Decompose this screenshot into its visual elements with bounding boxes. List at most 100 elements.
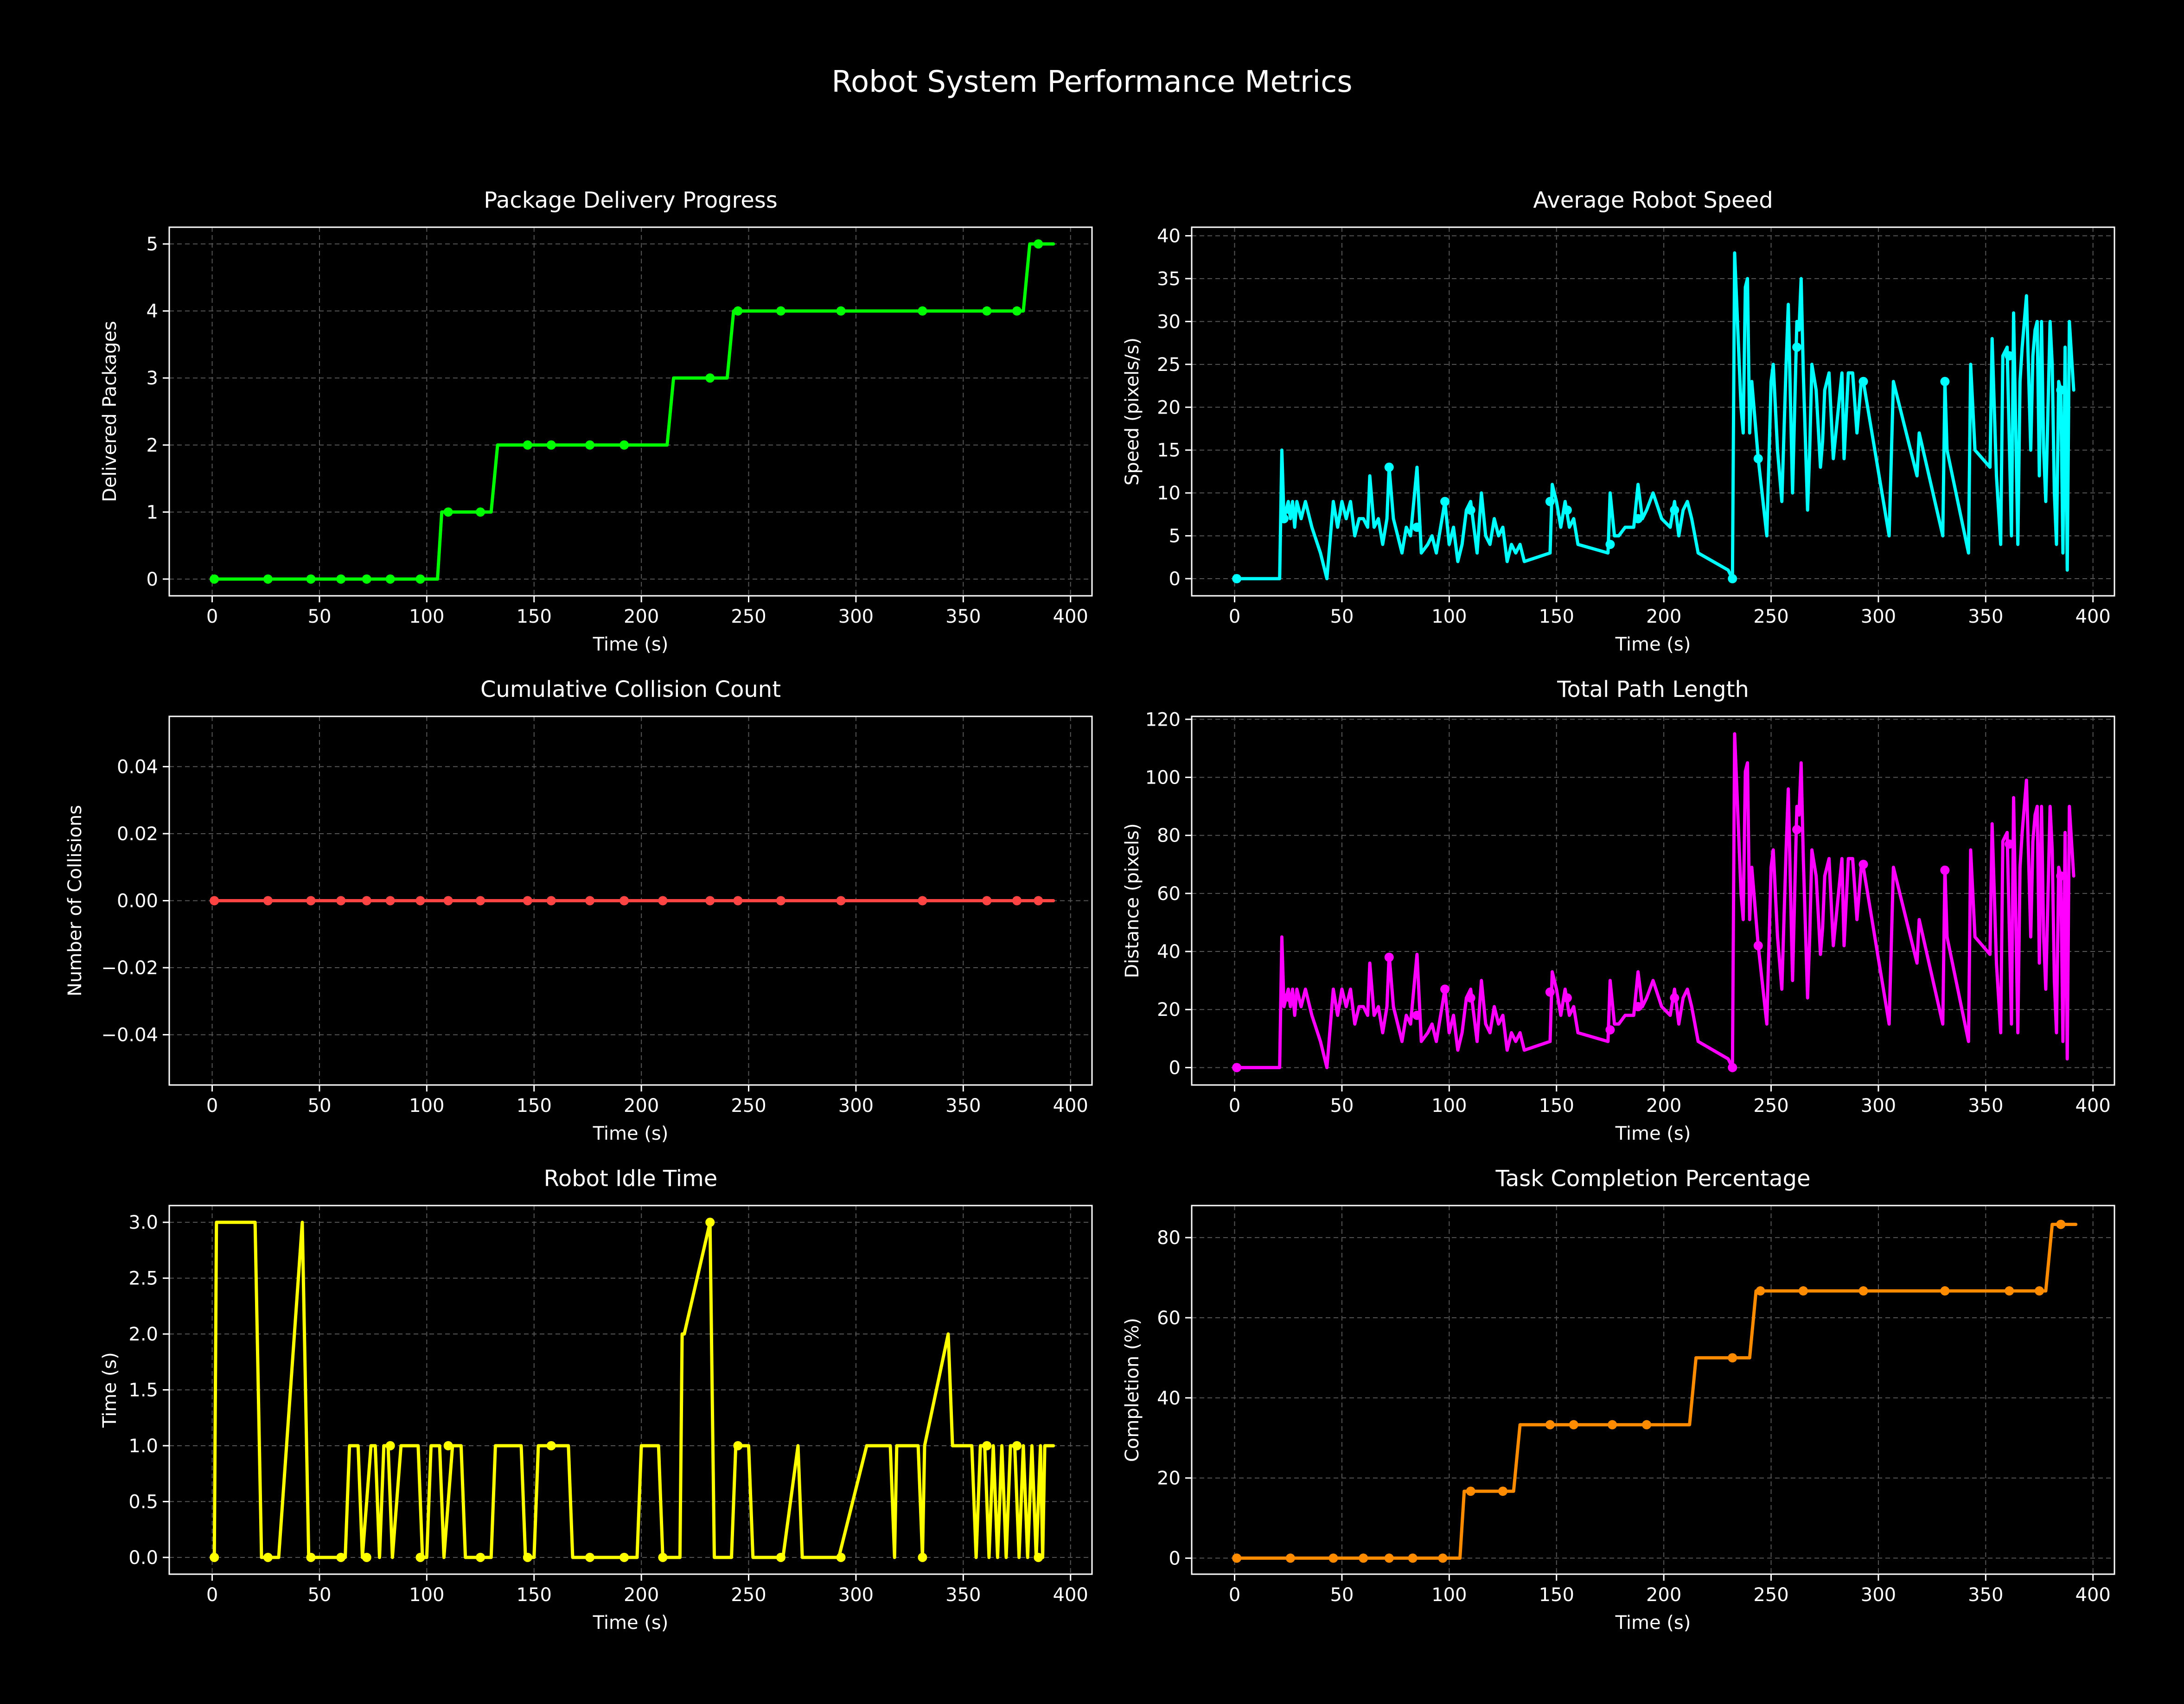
x-tick-label: 200 [624,606,659,627]
data-point [1012,896,1022,906]
x-tick-label: 200 [1646,1095,1681,1117]
data-point [918,1552,927,1562]
data-point [1466,993,1475,1003]
data-point [1285,993,1295,1003]
data-point [1545,987,1555,997]
data-point [1728,1353,1737,1363]
data-point [443,1441,453,1450]
y-tick-label: 80 [1157,1227,1181,1249]
data-point [836,1552,846,1562]
data-point [263,1552,273,1562]
x-tick-label: 400 [1053,1095,1088,1117]
data-point [658,1552,668,1562]
data-point [1940,1286,1950,1296]
y-tick-label: 4 [147,301,158,322]
data-point [523,896,532,906]
data-point [1232,1553,1242,1563]
data-point [733,306,743,316]
y-tick-label: 2.5 [128,1268,158,1289]
data-point [1858,860,1868,869]
data-point [306,574,316,584]
data-point [1466,1487,1475,1496]
x-tick-label: 0 [206,606,218,627]
data-point [1545,1420,1555,1430]
x-tick-label: 0 [206,1584,218,1606]
y-tick-label: 1 [147,502,158,523]
data-point [2035,1286,2044,1296]
x-tick-label: 250 [731,1584,766,1606]
chart-panel-5: Robot Idle Time 0 50 100 150 200 250 300 350 400 0… [99,1166,1093,1634]
data-point [385,896,395,906]
x-tick-label: 0 [1229,606,1240,627]
y-tick-label: 0.5 [128,1491,158,1513]
y-tick-label: 1.5 [128,1380,158,1401]
data-point [1012,306,1022,316]
y-tick-label: 0.02 [117,823,158,845]
data-point [1498,1487,1508,1496]
x-tick-label: 0 [1229,1095,1240,1117]
data-point [385,1441,395,1450]
x-tick-label: 350 [945,1095,981,1117]
series-line [1233,1223,2078,1560]
data-point [705,373,715,383]
x-tick-label: 100 [409,1095,444,1117]
chart-title: Total Path Length [1557,676,1749,702]
axes-frame [168,226,1093,597]
x-tick-label: 50 [308,1095,332,1117]
x-tick-label: 350 [945,1584,981,1606]
x-tick-label: 100 [1431,1095,1467,1117]
x-tick-label: 350 [1968,1095,2003,1117]
chart-title: Cumulative Collision Count [480,676,781,702]
data-point [1545,497,1555,506]
data-point [523,1552,532,1562]
y-tick-label: 20 [1157,999,1181,1021]
data-point [2005,351,2014,361]
data-point [918,306,927,316]
series-line [211,242,1055,581]
y-tick-label: 0 [1169,568,1181,590]
x-tick-label: 250 [1753,1095,1788,1117]
y-tick-label: 3 [147,368,158,389]
data-point [1384,952,1394,962]
data-point [619,1552,629,1562]
data-point [2056,871,2066,881]
y-tick-label: 1.0 [128,1436,158,1457]
x-tick-label: 300 [838,606,874,627]
data-point [982,1441,992,1450]
data-point [733,1441,743,1450]
data-point [546,440,556,450]
y-tick-label: 100 [1145,767,1181,788]
x-axis-label: Time (s) [593,634,669,655]
data-point [1408,1553,1418,1563]
data-point [1605,1025,1615,1035]
data-point [1034,239,1043,249]
x-tick-label: 0 [206,1095,218,1117]
data-point [1940,377,1950,386]
x-tick-label: 300 [1861,1584,1896,1606]
x-tick-label: 200 [624,1095,659,1117]
x-tick-label: 400 [1053,1584,1088,1606]
x-tick-label: 150 [517,1095,552,1117]
data-point [362,574,371,584]
axes-frame [1191,715,2115,1086]
data-point [619,440,629,450]
y-tick-label: 0.00 [117,891,158,912]
data-point [1466,505,1475,515]
y-tick-label: 60 [1157,1308,1181,1329]
data-point [705,1218,715,1227]
data-point [658,896,668,906]
data-point [585,1552,595,1562]
data-point [210,1552,219,1562]
data-point [362,896,371,906]
y-tick-label: 0 [147,569,158,590]
x-tick-label: 200 [1646,606,1681,627]
y-tick-label: 80 [1157,825,1181,847]
data-point [1753,454,1763,464]
y-tick-label: 0 [1169,1057,1181,1079]
data-point [385,574,395,584]
y-tick-label: 5 [147,234,158,255]
y-tick-label: 10 [1157,483,1181,504]
data-point [1034,1552,1043,1562]
data-point [1285,505,1295,515]
y-tick-label: −0.02 [101,957,158,979]
